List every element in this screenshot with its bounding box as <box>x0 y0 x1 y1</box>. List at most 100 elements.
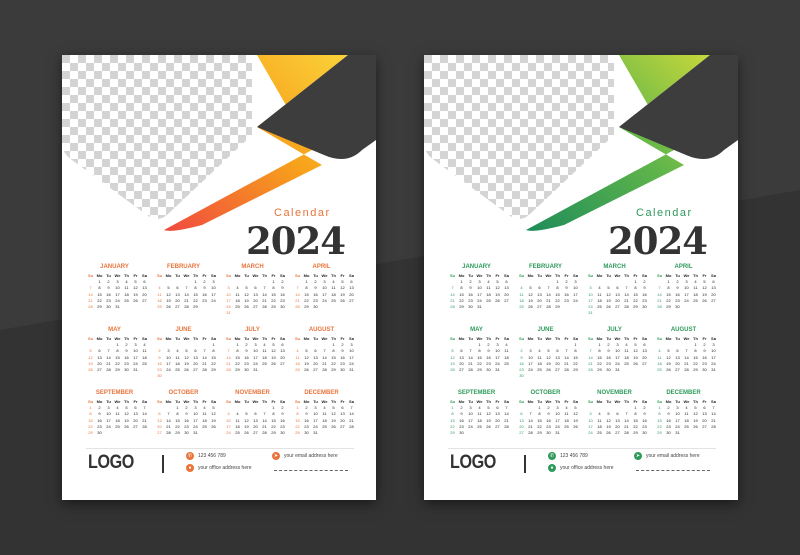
day-cell: 21 <box>349 417 354 423</box>
weekday-label: Su <box>587 273 594 278</box>
weekday-label: Tu <box>606 336 611 341</box>
day-cell: 19 <box>244 297 249 303</box>
day-cell: 23 <box>202 297 207 303</box>
weekday-label: We <box>476 273 483 278</box>
day-cell: 23 <box>280 423 285 429</box>
day-cell: 26 <box>606 430 611 436</box>
day-cell: 9 <box>676 285 679 291</box>
weekday-label: Sa <box>711 399 716 404</box>
day-cell: 7 <box>263 411 266 417</box>
day-cell: 8 <box>116 348 119 354</box>
day-cell: 28 <box>624 304 629 310</box>
day-cell: 20 <box>349 291 354 297</box>
phone-info: ✆ 123 456 789 <box>186 452 226 460</box>
day-cell: 4 <box>296 348 299 354</box>
day-cell: 26 <box>495 297 500 303</box>
day-cell: 1 <box>272 279 275 285</box>
day-cell: 7 <box>505 405 508 411</box>
weekday-label: Mo <box>165 336 172 341</box>
day-cell: 5 <box>245 411 248 417</box>
day-cell: 5 <box>547 348 550 354</box>
day-cell: 18 <box>295 360 300 366</box>
day-cell: 31 <box>615 367 620 373</box>
weekday-label: We <box>545 399 552 404</box>
day-cell: 20 <box>642 354 647 360</box>
day-cell: 13 <box>642 348 647 354</box>
day-cell: 20 <box>504 291 509 297</box>
day-cell: 14 <box>262 417 267 423</box>
day-cell: 6 <box>314 348 317 354</box>
day-cell: 2 <box>703 342 706 348</box>
weekday-label: Tu <box>175 399 180 404</box>
day-cell: 15 <box>271 417 276 423</box>
weekday-label: Fr <box>564 273 569 278</box>
day-cell: 25 <box>624 360 629 366</box>
day-cell: 10 <box>675 411 680 417</box>
weekday-label: Su <box>518 336 525 341</box>
weekday-label: Sa <box>349 273 354 278</box>
day-cell: 1 <box>236 342 239 348</box>
day-cell: 12 <box>606 417 611 423</box>
email-info: ➤ your email address here <box>634 452 700 460</box>
weekday-label: We <box>545 273 552 278</box>
day-cell: 26 <box>244 430 249 436</box>
month-november: NOVEMBER Su Mo Tu We Th Fr Sa 1 2 3 4 5 6 7 8 9 10 11 12 13 1… <box>224 390 293 446</box>
day-cell: 30 <box>157 373 162 379</box>
day-cell: 28 <box>624 430 629 436</box>
day-cell: 4 <box>143 342 146 348</box>
day-cell: 25 <box>477 423 482 429</box>
day-cell: 25 <box>262 360 267 366</box>
logo: LOGO <box>450 452 496 473</box>
day-cell: 21 <box>657 297 662 303</box>
day-cell: 11 <box>684 411 689 417</box>
day-cell: 28 <box>202 367 207 373</box>
weekday-label: Mo <box>458 399 465 404</box>
day-cell: 1 <box>556 279 559 285</box>
day-cell: 23 <box>157 367 162 373</box>
day-cell: 28 <box>184 304 189 310</box>
day-cell: 4 <box>685 405 688 411</box>
calendar-label: Calendar <box>636 207 693 219</box>
month-march: MARCH Su Mo Tu We Th Fr Sa 1 2 3 4 5 6 7 8 9 10 11 12 13 14 15… <box>586 264 655 320</box>
day-cell: 3 <box>227 411 230 417</box>
weekday-label: Fr <box>271 399 276 404</box>
weekday-label: Su <box>225 273 232 278</box>
weekday-label: Tu <box>175 336 180 341</box>
day-cell: 6 <box>703 405 706 411</box>
day-cell: 16 <box>157 360 162 366</box>
day-cell: 29 <box>555 304 560 310</box>
logo: LOGO <box>88 452 134 473</box>
day-cell: 18 <box>693 291 698 297</box>
day-cell: 13 <box>340 411 345 417</box>
day-cell: 28 <box>106 367 111 373</box>
day-cell: 30 <box>97 430 102 436</box>
day-cell: 12 <box>606 291 611 297</box>
address-info: ● your office address here <box>186 464 252 472</box>
day-cell: 31 <box>588 310 593 316</box>
day-cell: 12 <box>546 354 551 360</box>
weekday-label: Fr <box>340 399 345 404</box>
day-cell: 4 <box>505 342 508 348</box>
phone-text: 123 456 789 <box>560 453 588 459</box>
day-cell: 20 <box>495 417 500 423</box>
day-cell: 24 <box>226 430 231 436</box>
day-cell: 12 <box>666 354 671 360</box>
day-cell: 15 <box>555 291 560 297</box>
day-cell: 28 <box>226 367 231 373</box>
day-cell: 12 <box>486 411 491 417</box>
day-cell: 3 <box>574 279 577 285</box>
day-cell: 24 <box>468 423 473 429</box>
day-cell: 30 <box>702 367 707 373</box>
weekday-label: Sa <box>280 399 285 404</box>
day-cell: 20 <box>615 423 620 429</box>
day-cell: 30 <box>340 367 345 373</box>
day-cell: 24 <box>711 360 716 366</box>
day-cell: 15 <box>97 291 102 297</box>
weekday-label: Sa <box>504 399 509 404</box>
day-cell: 10 <box>588 417 593 423</box>
day-cell: 28 <box>588 367 593 373</box>
weekday-label: Tu <box>313 336 318 341</box>
day-cell: 4 <box>236 285 239 291</box>
day-cell: 4 <box>176 348 179 354</box>
day-cell: 22 <box>459 297 464 303</box>
